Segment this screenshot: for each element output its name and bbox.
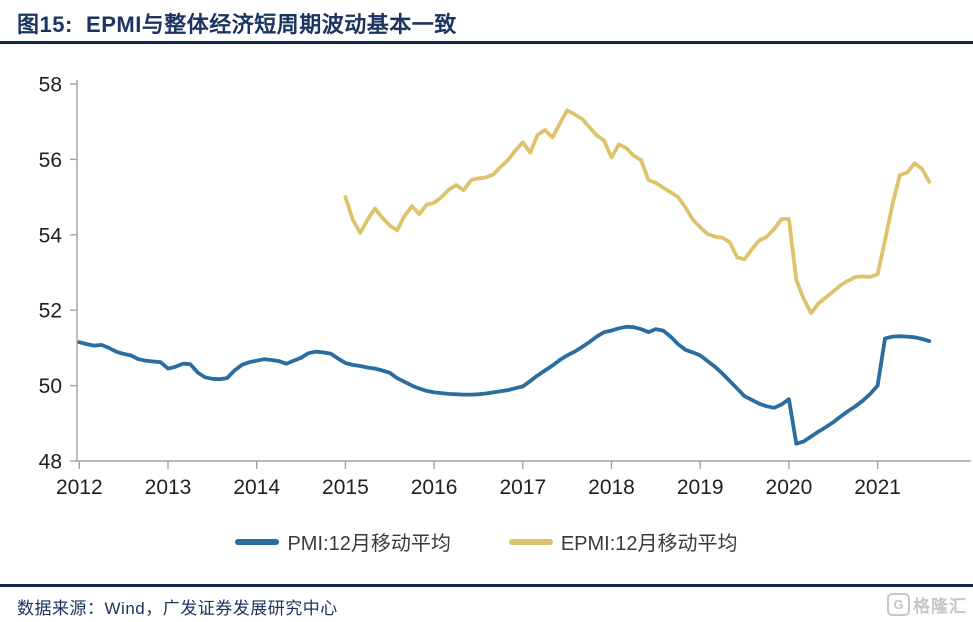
y-tick-label: 52 bbox=[39, 300, 62, 323]
legend-item: EPMI:12月移动平均 bbox=[508, 527, 738, 556]
y-tick-label: 50 bbox=[39, 375, 62, 398]
x-tick-label: 2012 bbox=[56, 476, 103, 499]
x-tick-label: 2020 bbox=[766, 476, 813, 499]
x-tick-label: 2015 bbox=[322, 476, 369, 499]
legend-swatch bbox=[235, 538, 280, 545]
line-chart: 48 50 52 54 56 58 2012 2013 2014 2015 2016 2017 2018… bbox=[39, 74, 971, 499]
legend-label: EPMI:12月移动平均 bbox=[560, 533, 738, 555]
y-tick-label: 54 bbox=[39, 224, 63, 247]
x-tick-label: 2017 bbox=[499, 476, 546, 499]
legend-label: PMI:12月移动平均 bbox=[287, 533, 451, 555]
pmi-line bbox=[77, 324, 932, 446]
x-tick-label: 2016 bbox=[411, 476, 458, 499]
y-tick-label: 58 bbox=[39, 74, 62, 97]
gelonghui-logo: G 格隆汇 bbox=[887, 592, 967, 617]
legend-item: PMI:12月移动平均 bbox=[235, 527, 451, 556]
epmi-line bbox=[343, 108, 932, 316]
legend-swatch bbox=[508, 538, 553, 545]
legend: PMI:12月移动平均 EPMI:12月移动平均 bbox=[0, 527, 973, 556]
footer-divider bbox=[0, 584, 973, 587]
logo-g-icon: G bbox=[887, 593, 910, 616]
x-tick-label: 2019 bbox=[677, 476, 724, 499]
y-tick-label: 48 bbox=[39, 451, 62, 474]
logo-text: 格隆汇 bbox=[913, 597, 967, 616]
x-tick-label: 2013 bbox=[145, 476, 192, 499]
title-divider bbox=[0, 41, 973, 44]
y-tick-label: 56 bbox=[39, 149, 62, 172]
chart-title: 图15: EPMI与整体经济短周期波动基本一致 bbox=[17, 12, 457, 37]
x-tick-label: 2014 bbox=[233, 476, 280, 499]
x-tick-label: 2018 bbox=[588, 476, 635, 499]
x-tick-label: 2021 bbox=[854, 476, 901, 499]
data-source-text: 数据来源：Wind，广发证券发展研究中心 bbox=[17, 599, 338, 618]
